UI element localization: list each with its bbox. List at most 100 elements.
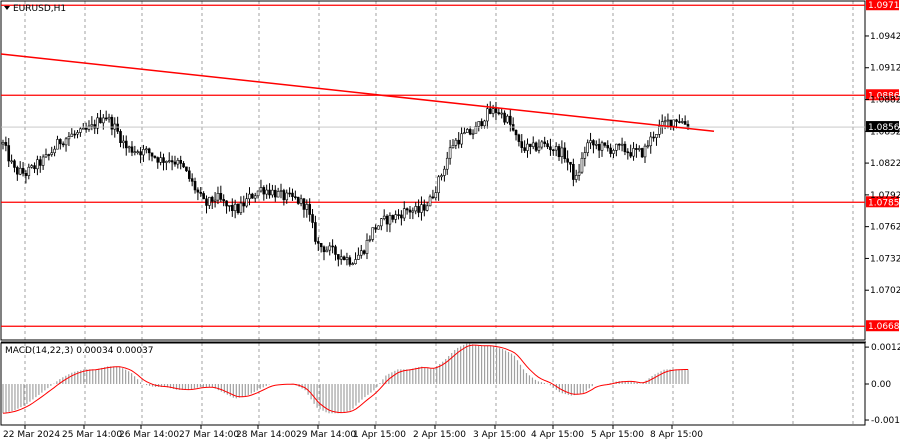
level-tag [866,89,899,101]
candle-body [431,196,435,199]
candle-body [170,160,174,163]
candle-body [543,141,546,144]
candle-body [311,214,314,223]
candle-body [319,242,323,248]
x-tick-label: 4 Apr 15:00 [531,430,584,440]
candle-body [265,189,268,195]
candle-body [296,196,300,204]
candle-body [385,215,389,225]
candle-body [526,143,529,151]
candle-body [529,143,532,147]
candle-body [47,154,51,156]
candle-body [400,214,403,219]
macd-title: MACD(14,22,3) 0.00034 0.00037 [5,346,154,356]
candle-body [640,148,644,158]
candle-body [491,108,495,114]
candle-body [176,159,180,165]
candle-body [279,190,283,192]
candle-body [213,199,217,202]
candle-body [299,198,303,204]
y-tick-label: 1.0852 [870,127,900,137]
candles [1,101,865,267]
candle-body [337,254,340,260]
candle-body [672,119,675,127]
candle-body [314,222,317,242]
candle-body [76,132,79,135]
candle-body [523,147,526,151]
candle-body [33,165,36,170]
candle-body [402,208,406,219]
x-tick-label: 28 Mar 14:00 [236,430,296,440]
candle-body [308,204,311,215]
candle-body [50,152,54,155]
candle-body [259,187,263,192]
candle-body [423,204,426,211]
level-tag [866,320,899,332]
candle-body [334,246,337,255]
candle-body [451,145,455,149]
symbol-title: EURUSD,H1 [13,4,66,14]
candle-body [534,142,538,151]
candle-body [276,191,280,198]
candle-body [139,151,142,156]
candle-body [156,157,160,163]
candle-body [127,146,131,149]
candle-body [678,121,681,123]
y-tick-label: 1.0912 [870,64,900,74]
candle-body [503,112,506,123]
macd-y-tick-label: -0.00123 [871,416,900,426]
candle-body [225,200,228,207]
price-axis[interactable]: 1.09421.09121.08821.08521.08221.07921.07… [865,32,900,296]
candle-body [150,152,154,157]
candle-body [245,198,248,207]
candle-body [365,240,369,254]
macd-axis: 0.00126 0.00 -0.00123 [865,343,900,426]
candle-body [580,157,584,173]
candle-body [574,175,578,180]
candle-body [445,157,449,170]
candle-body [514,129,518,136]
candle-body [468,129,472,135]
candle-body [620,143,624,146]
candle-body [282,190,286,201]
horizontal-levels[interactable]: 1.0971 1.0886 1.0785 1.0668 [1,0,900,332]
candle-body [273,189,277,198]
candle-body [609,147,612,154]
candle-body [589,140,592,144]
candle-body [437,176,440,194]
candle-body [583,152,587,159]
candle-body [391,215,395,220]
candle-body [328,245,332,251]
chevron-down-icon[interactable] [4,6,10,10]
candle-body [497,112,501,115]
candle-body [669,119,673,127]
candle-body [79,128,82,133]
candle-body [506,115,509,123]
candle-body [560,147,564,158]
candle-body [236,203,240,214]
candle-body [357,254,360,260]
candle-body [554,146,558,151]
candle-body [549,146,552,151]
candle-body [24,173,28,176]
trendline-line [0,53,715,133]
candle-body [7,145,11,162]
candle-body [483,120,486,127]
candle-body [30,165,33,168]
candle-body [1,142,5,145]
level-label: 1.0668 [868,322,900,332]
candle-body [434,192,438,199]
trendline[interactable] [0,53,715,133]
candle-body [586,142,589,153]
candle-body [248,193,251,200]
candle-body [474,126,478,134]
candle-body [216,192,220,201]
candle-body [428,196,432,207]
candle-body [420,204,423,213]
candle-body [680,121,684,123]
candle-body [466,129,469,133]
candle-body [182,163,185,168]
candle-body [124,140,128,149]
